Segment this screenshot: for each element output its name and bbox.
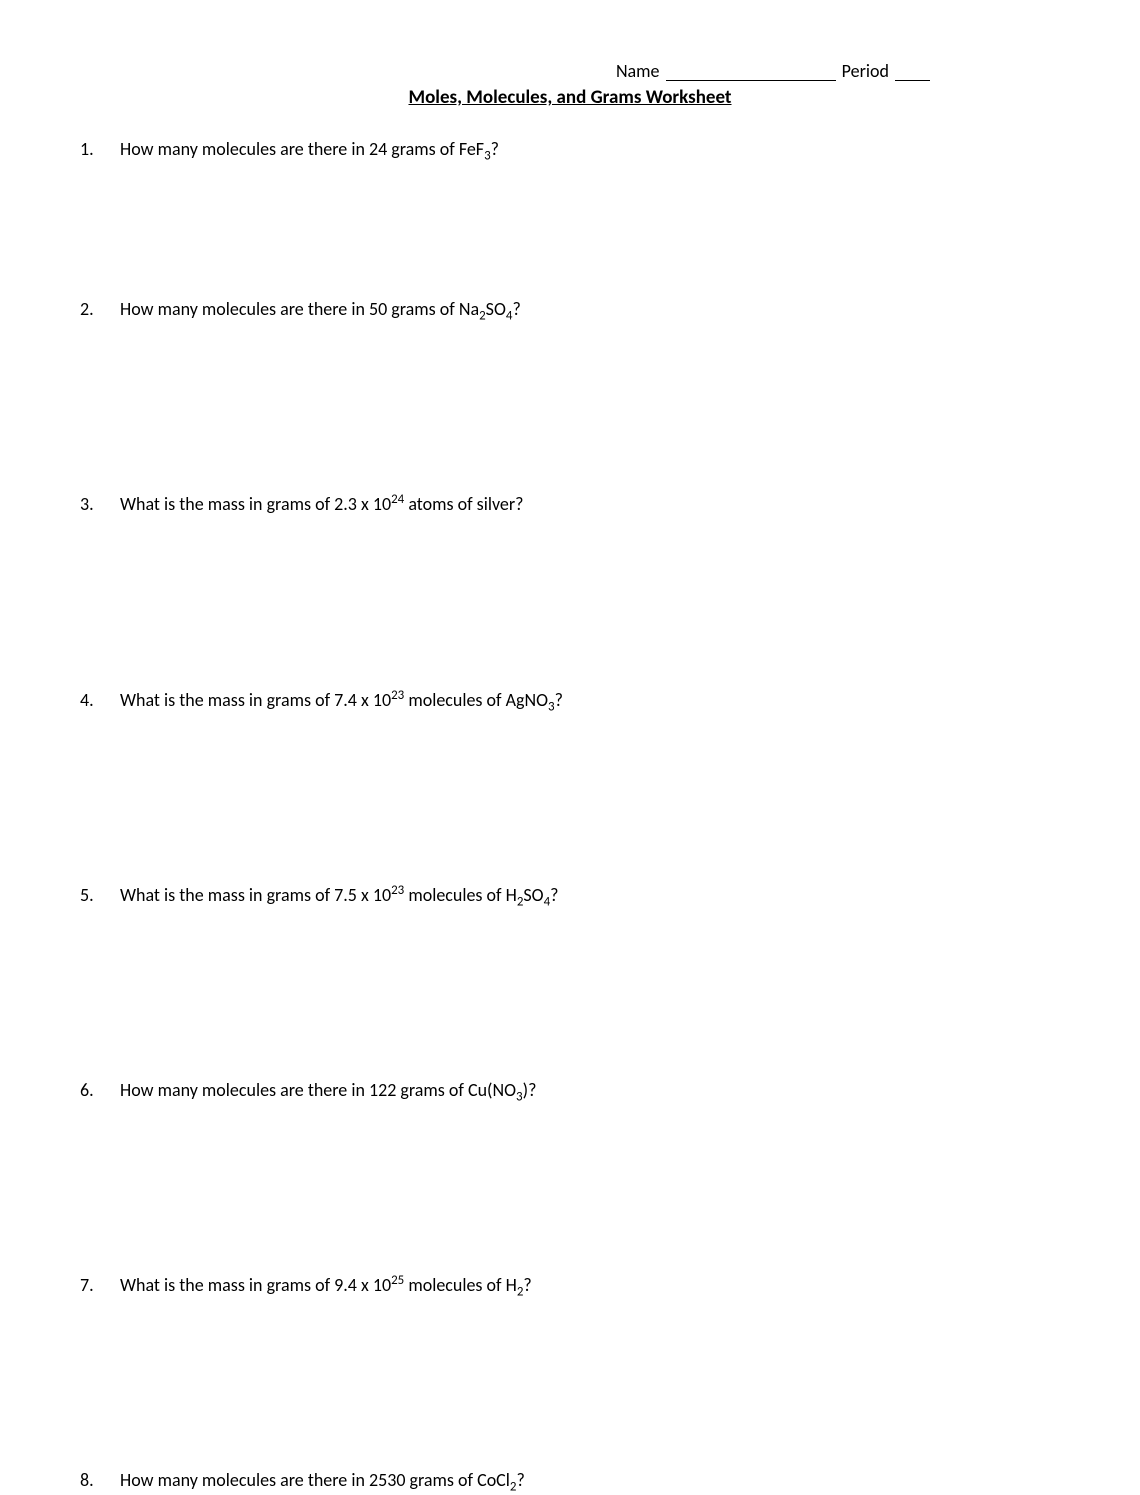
- period-blank[interactable]: [895, 80, 930, 81]
- question-text: What is the mass in grams of 2.3 x 1024 …: [120, 493, 524, 515]
- question-item: What is the mass in grams of 2.3 x 1024 …: [80, 492, 1060, 517]
- question-item: How many molecules are there in 122 gram…: [80, 1078, 1060, 1103]
- name-label: Name: [616, 60, 660, 82]
- question-item: How many molecules are there in 24 grams…: [80, 137, 1060, 162]
- question-text: What is the mass in grams of 7.4 x 1023 …: [120, 689, 563, 711]
- question-item: What is the mass in grams of 7.4 x 1023 …: [80, 688, 1060, 713]
- question-text: What is the mass in grams of 9.4 x 1025 …: [120, 1274, 532, 1296]
- worksheet-title: Moles, Molecules, and Grams Worksheet: [80, 86, 1060, 109]
- question-text: How many molecules are there in 50 grams…: [120, 298, 521, 320]
- question-list: How many molecules are there in 24 grams…: [80, 137, 1060, 1494]
- name-blank[interactable]: [666, 80, 836, 81]
- question-item: What is the mass in grams of 9.4 x 1025 …: [80, 1273, 1060, 1298]
- question-item: How many molecules are there in 2530 gra…: [80, 1468, 1060, 1493]
- period-label: Period: [842, 60, 889, 82]
- header-line: Name Period: [80, 60, 1060, 82]
- question-text: How many molecules are there in 24 grams…: [120, 138, 499, 160]
- question-text: How many molecules are there in 122 gram…: [120, 1079, 536, 1101]
- question-item: What is the mass in grams of 7.5 x 1023 …: [80, 883, 1060, 908]
- question-text: What is the mass in grams of 7.5 x 1023 …: [120, 884, 559, 906]
- question-item: How many molecules are there in 50 grams…: [80, 297, 1060, 322]
- question-text: How many molecules are there in 2530 gra…: [120, 1469, 525, 1491]
